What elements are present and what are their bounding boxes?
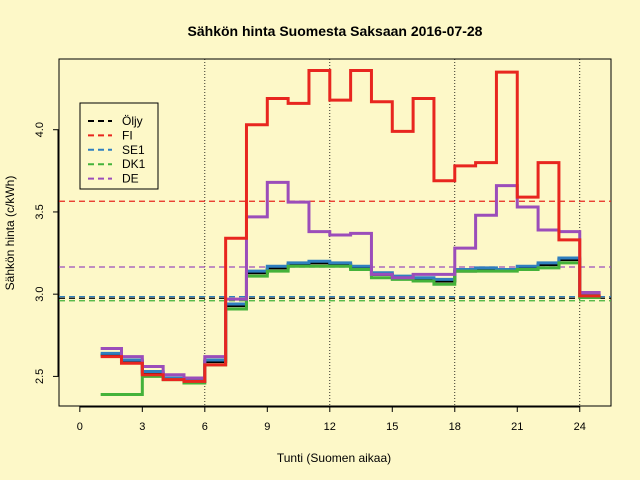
series-line-2 [100, 256, 601, 382]
y-axis-label: Sähkön hinta (c/kWh) [3, 176, 17, 291]
mean-lines [59, 200, 611, 302]
x-axis: 0 3 6 9 12 15 18 21 24 [77, 406, 586, 433]
x-tick-label-9: 9 [264, 421, 270, 433]
x-tick-label-6: 6 [202, 421, 208, 433]
x-tick-label-21: 21 [511, 421, 523, 433]
y-tick-label-3: 4.0 [34, 122, 46, 137]
y-axis: 2.5 3.0 3.5 4.0 [34, 122, 59, 384]
legend-label-1: FI [122, 128, 133, 142]
x-tick-label-12: 12 [324, 421, 336, 433]
chart-title: Sähkön hinta Suomesta Saksaan 2016-07-28 [188, 23, 483, 39]
x-tick-label-24: 24 [574, 421, 586, 433]
vertical-reference-lines [204, 59, 581, 406]
x-tick-label-15: 15 [386, 421, 398, 433]
legend-label-0: Öljy [122, 114, 143, 128]
series-line-1 [100, 69, 601, 383]
legend-label-2: SE1 [122, 143, 145, 157]
x-axis-label: Tunti (Suomen aikaa) [277, 451, 391, 465]
x-tick-label-0: 0 [77, 421, 83, 433]
series-lines [100, 69, 601, 396]
legend-label-3: DK1 [122, 157, 146, 171]
y-tick-label-0: 2.5 [34, 369, 46, 384]
y-tick-label-1: 3.0 [34, 287, 46, 302]
x-tick-label-18: 18 [449, 421, 461, 433]
y-tick-label-2: 3.5 [34, 204, 46, 219]
plot-area-frame [58, 58, 612, 407]
legend-label-4: DE [122, 172, 139, 186]
x-tick-label-3: 3 [139, 421, 145, 433]
series-line-3 [100, 261, 601, 396]
legend-box [79, 102, 159, 190]
series-line-4 [100, 180, 601, 380]
series-line-0 [100, 258, 601, 383]
